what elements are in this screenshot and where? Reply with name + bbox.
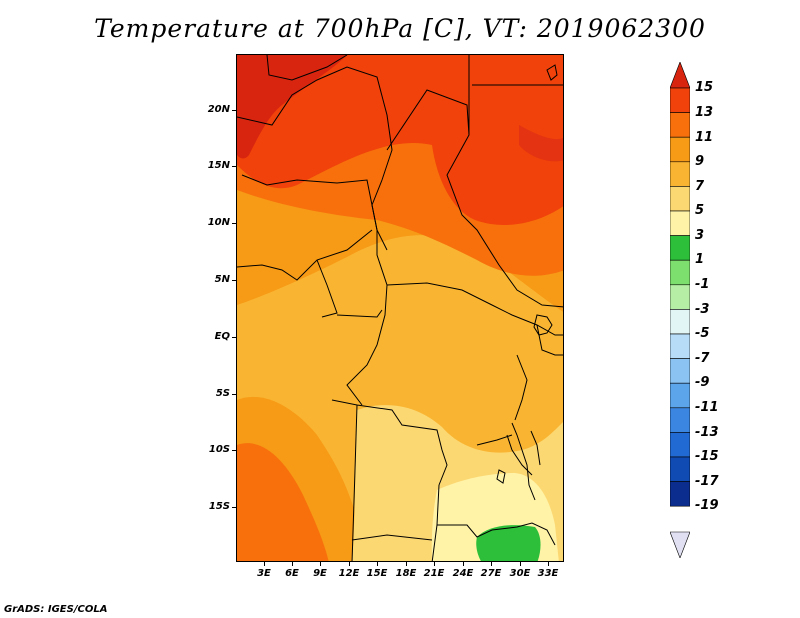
country-borders xyxy=(237,55,563,561)
colorbar-label: -11 xyxy=(695,400,719,415)
colorbar-label: -19 xyxy=(695,498,719,513)
lat-tick xyxy=(232,337,236,338)
colorbar-label: -1 xyxy=(695,277,710,292)
colorbar-label: -13 xyxy=(695,425,719,440)
colorbar-cap-top xyxy=(669,61,691,89)
lon-tick xyxy=(491,562,492,566)
lon-label-33e: 33E xyxy=(537,568,559,579)
colorbar-swatch-9-11 xyxy=(669,136,691,163)
colorbar-swatch-m7-m5 xyxy=(669,333,691,359)
colorbar-label: -7 xyxy=(695,351,710,366)
colorbar-swatch-3-5 xyxy=(669,210,691,236)
lon-tick xyxy=(520,562,521,566)
lon-label-9e: 9E xyxy=(313,568,327,579)
lat-label-5n: 5N xyxy=(214,274,230,285)
colorbar-swatch-1-3 xyxy=(669,235,691,261)
colorbar-label: 1 xyxy=(695,252,705,267)
lon-label-24e: 24E xyxy=(452,568,474,579)
lon-tick xyxy=(463,562,464,566)
lon-label-12e: 12E xyxy=(338,568,360,579)
colorbar-swatch-m9-m7 xyxy=(669,358,691,384)
lat-tick xyxy=(232,394,236,395)
colorbar-label: -5 xyxy=(695,326,710,341)
lat-tick xyxy=(232,166,236,167)
lon-tick xyxy=(292,562,293,566)
lat-label-15n: 15N xyxy=(207,160,230,171)
credit-text: GrADS: IGES/COLA xyxy=(4,604,108,615)
colorbar-label: 15 xyxy=(695,80,714,95)
colorbar-swatch-m3-m1 xyxy=(669,284,691,310)
lat-tick xyxy=(232,223,236,224)
temp-band-11-13-southwest xyxy=(237,443,329,561)
lon-tick xyxy=(320,562,321,566)
temp-band-above-15 xyxy=(237,55,347,159)
temp-band-1-3 xyxy=(476,525,541,561)
colorbar-label: 11 xyxy=(695,130,714,145)
lon-label-30e: 30E xyxy=(509,568,531,579)
colorbar-label: 5 xyxy=(695,203,705,218)
lat-label-10s: 10S xyxy=(208,444,230,455)
lat-label-10n: 10N xyxy=(207,217,230,228)
colorbar-swatch-11-13 xyxy=(669,112,691,138)
lakes-coasts xyxy=(496,64,558,501)
colorbar-swatch-5-7 xyxy=(669,186,691,212)
lon-tick xyxy=(406,562,407,566)
colorbar-swatch-m15-m13 xyxy=(669,432,691,458)
lon-label-21e: 21E xyxy=(423,568,445,579)
colorbar-swatch-13-15 xyxy=(669,87,691,113)
lon-tick xyxy=(377,562,378,566)
colorbar-label: -15 xyxy=(695,449,719,464)
colorbar-label: 3 xyxy=(695,228,705,243)
colorbar-swatch-m13-m11 xyxy=(669,407,691,433)
lat-label-20n: 20N xyxy=(207,104,230,115)
map-title: Temperature at 700hPa [C], VT: 201906230… xyxy=(94,14,706,43)
lon-tick xyxy=(548,562,549,566)
colorbar-canvas xyxy=(669,61,691,559)
lat-label-15s: 15S xyxy=(208,501,230,512)
lon-tick xyxy=(349,562,350,566)
lat-tick xyxy=(232,507,236,508)
lat-tick xyxy=(232,280,236,281)
colorbar-swatch-m19-m17 xyxy=(669,481,691,507)
temperature-map xyxy=(236,54,564,562)
lat-tick xyxy=(232,110,236,111)
temp-band-13-15 xyxy=(237,55,563,225)
colorbar-label: 13 xyxy=(695,105,714,120)
colorbar-swatch-7-9 xyxy=(669,161,691,187)
lon-label-18e: 18E xyxy=(395,568,417,579)
map-canvas xyxy=(237,55,563,561)
colorbar-swatch-m17-m15 xyxy=(669,456,691,482)
temp-band-above-15-east xyxy=(519,125,563,162)
colorbar-label: -9 xyxy=(695,375,710,390)
lon-label-3e: 3E xyxy=(257,568,271,579)
colorbar-swatch-m5-m3 xyxy=(669,309,691,335)
lat-label-5s: 5S xyxy=(215,388,230,399)
colorbar-label: -17 xyxy=(695,474,719,489)
colorbar-label: -3 xyxy=(695,302,710,317)
colorbar-label: 9 xyxy=(695,154,705,169)
lon-label-6e: 6E xyxy=(285,568,299,579)
colorbar-swatch-m1-1 xyxy=(669,259,691,286)
colorbar-swatch-m11-m9 xyxy=(669,382,691,409)
lat-label-eq: EQ xyxy=(214,331,230,342)
colorbar-label: 7 xyxy=(695,179,705,194)
lat-tick xyxy=(232,450,236,451)
lon-label-27e: 27E xyxy=(480,568,502,579)
colorbar-cap-bottom xyxy=(669,531,691,559)
lon-tick xyxy=(264,562,265,566)
lon-tick xyxy=(434,562,435,566)
colorbar xyxy=(669,61,691,559)
lon-label-15e: 15E xyxy=(366,568,388,579)
